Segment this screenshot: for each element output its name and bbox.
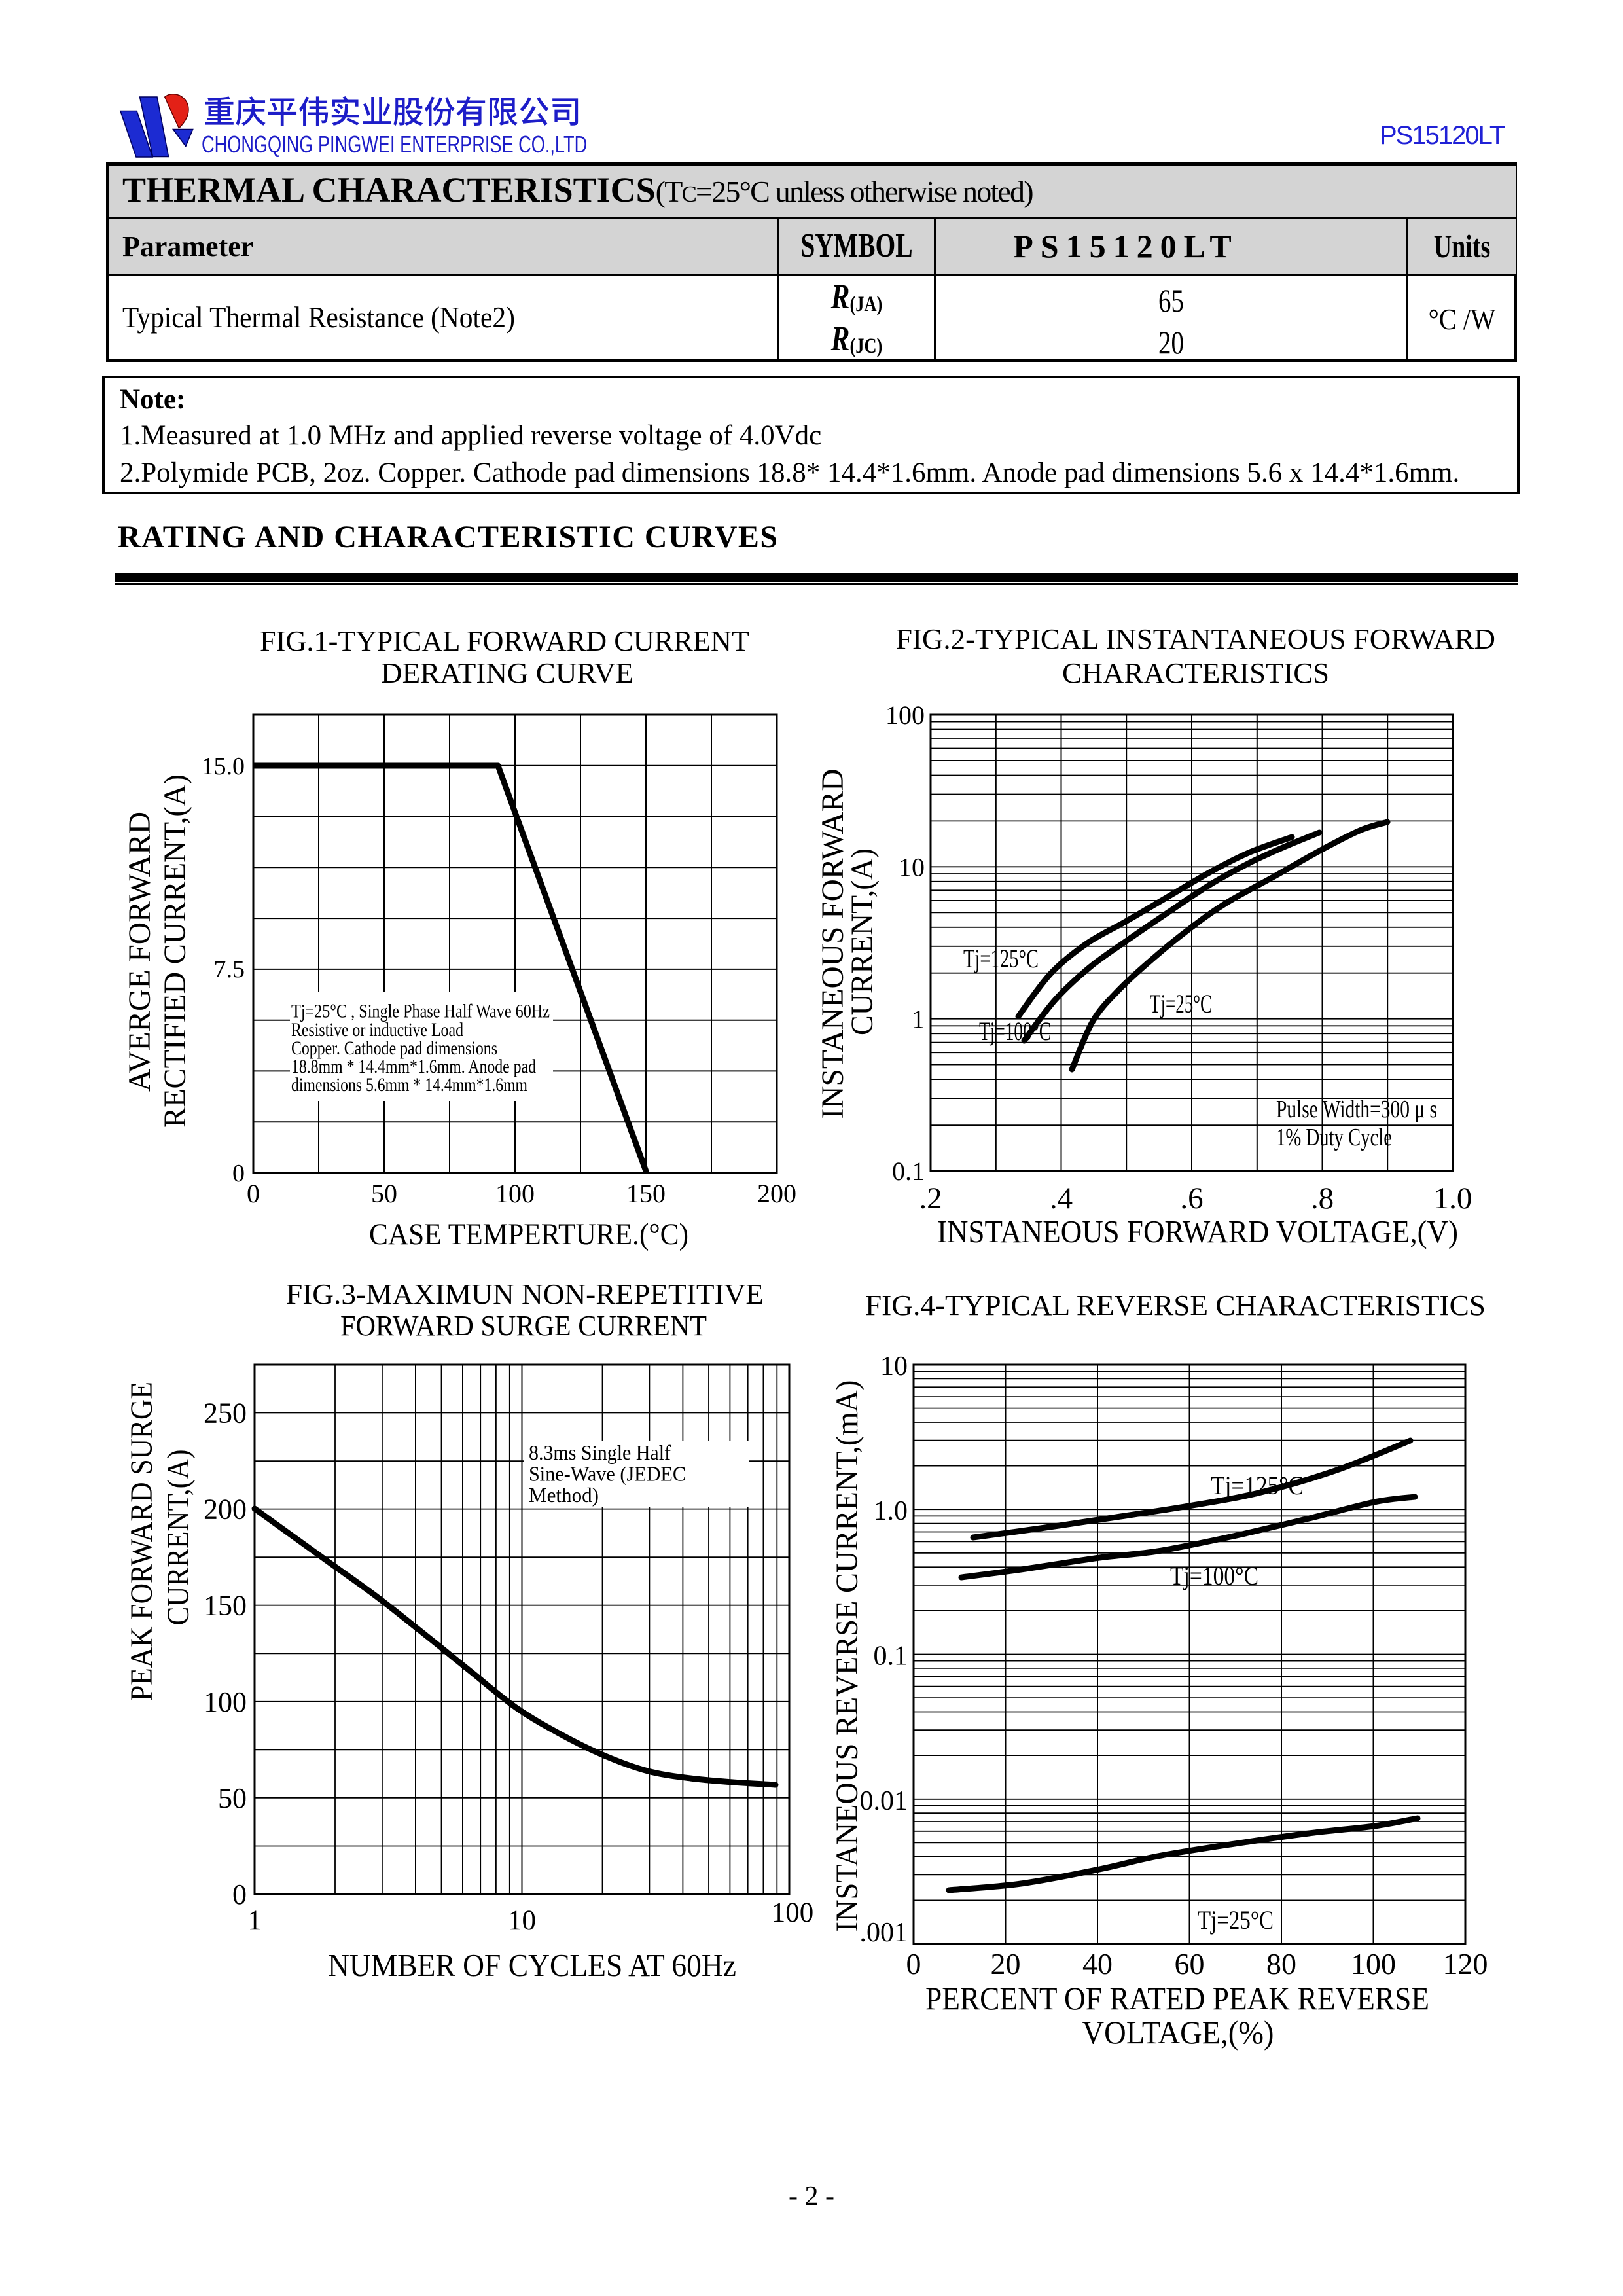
svg-text:CURRENT,(A): CURRENT,(A): [845, 848, 880, 1035]
svg-text:150: 150: [626, 1179, 666, 1208]
svg-text:0: 0: [232, 1160, 245, 1187]
svg-text:RECTIFIED CURRENT,(A): RECTIFIED CURRENT,(A): [158, 774, 192, 1128]
svg-text:- 2 -: - 2 -: [789, 2181, 834, 2212]
svg-text:1.0: 1.0: [874, 1496, 908, 1526]
svg-text:250: 250: [204, 1397, 247, 1429]
svg-text:.6: .6: [1180, 1181, 1203, 1215]
svg-text:Copper. Cathode pad dimensions: Copper. Cathode pad dimensions: [291, 1037, 497, 1059]
svg-text:Tj=100°C: Tj=100°C: [1170, 1561, 1258, 1590]
svg-text:FIG.1-TYPICAL FORWARD CURRENT: FIG.1-TYPICAL FORWARD CURRENT: [260, 625, 749, 657]
svg-text:120: 120: [1443, 1947, 1488, 1981]
svg-text:1.0: 1.0: [1434, 1181, 1472, 1215]
svg-text:Pulse Width=300 μ s: Pulse Width=300 μ s: [1276, 1096, 1437, 1123]
svg-text:100: 100: [495, 1179, 535, 1208]
svg-text:INSTANEOUS FORWARD VOLTAGE,(V): INSTANEOUS FORWARD VOLTAGE,(V): [937, 1213, 1458, 1249]
svg-text:150: 150: [204, 1590, 247, 1622]
svg-text:80: 80: [1266, 1947, 1296, 1981]
svg-text:CHARACTERISTICS: CHARACTERISTICS: [1062, 657, 1329, 689]
svg-text:VOLTAGE,(%): VOLTAGE,(%): [1082, 2014, 1274, 2051]
svg-text:0: 0: [247, 1179, 260, 1208]
svg-text:60: 60: [1175, 1947, 1205, 1981]
svg-text:Sine-Wave (JEDEC: Sine-Wave (JEDEC: [529, 1462, 686, 1486]
svg-text:FIG.2-TYPICAL INSTANTANEOUS FO: FIG.2-TYPICAL INSTANTANEOUS FORWARD: [896, 623, 1495, 655]
svg-text:Tj=125°C: Tj=125°C: [1211, 1471, 1304, 1500]
svg-text:Tj=25°C: Tj=25°C: [1198, 1905, 1274, 1935]
svg-text:Tj=125°C: Tj=125°C: [963, 944, 1039, 973]
svg-text:1: 1: [912, 1005, 925, 1034]
svg-text:FORWARD SURGE CURRENT: FORWARD SURGE CURRENT: [340, 1310, 707, 1342]
svg-text:.001: .001: [860, 1918, 908, 1948]
svg-text:200: 200: [204, 1494, 247, 1526]
svg-text:Tj=25°C: Tj=25°C: [1150, 989, 1212, 1018]
svg-text:DERATING CURVE: DERATING CURVE: [381, 657, 633, 689]
svg-text:1: 1: [247, 1905, 262, 1936]
svg-text:INSTANEOUS FORWARD: INSTANEOUS FORWARD: [815, 769, 850, 1119]
svg-text:18.8mm * 14.4mm*1.6mm. Anode p: 18.8mm * 14.4mm*1.6mm. Anode pad: [291, 1056, 536, 1077]
svg-text:FIG.4-TYPICAL REVERSE CHARACTE: FIG.4-TYPICAL REVERSE CHARACTERISTICS: [865, 1289, 1486, 1321]
svg-text:Method): Method): [529, 1483, 599, 1507]
svg-text:8.3ms Single Half: 8.3ms Single Half: [529, 1441, 671, 1464]
svg-text:.4: .4: [1050, 1181, 1073, 1215]
svg-text:0: 0: [232, 1878, 247, 1910]
svg-text:PERCENT OF RATED PEAK REVERSE: PERCENT OF RATED PEAK REVERSE: [925, 1980, 1429, 2017]
svg-text:100: 100: [1351, 1947, 1396, 1981]
svg-text:50: 50: [371, 1179, 397, 1208]
svg-text:200: 200: [757, 1179, 796, 1208]
svg-text:20: 20: [991, 1947, 1021, 1981]
svg-text:40: 40: [1082, 1947, 1113, 1981]
svg-text:NUMBER OF CYCLES AT 60Hz: NUMBER OF CYCLES AT 60Hz: [328, 1947, 736, 1983]
svg-text:0.1: 0.1: [892, 1157, 925, 1186]
svg-text:1% Duty Cycle: 1% Duty Cycle: [1276, 1124, 1392, 1151]
svg-text:Tj=25°C , Single Phase Half Wa: Tj=25°C , Single Phase Half Wave 60Hz: [291, 1001, 550, 1022]
svg-text:100: 100: [772, 1897, 814, 1928]
svg-text:.8: .8: [1311, 1181, 1334, 1215]
svg-text:100: 100: [204, 1686, 247, 1718]
svg-text:0.1: 0.1: [874, 1641, 908, 1672]
svg-text:100: 100: [885, 700, 925, 730]
svg-text:PEAK FORWARD SURGE: PEAK FORWARD SURGE: [124, 1382, 159, 1701]
svg-text:INSTANEOUS REVERSE CURRENT,(mA: INSTANEOUS REVERSE CURRENT,(mA): [830, 1380, 865, 1932]
svg-text:FIG.3-MAXIMUN NON-REPETITIVE: FIG.3-MAXIMUN NON-REPETITIVE: [286, 1278, 764, 1310]
svg-text:Tj=100°C: Tj=100°C: [979, 1016, 1051, 1046]
svg-text:Resistive or inductive Load: Resistive or inductive Load: [291, 1019, 463, 1041]
svg-text:CURRENT,(A): CURRENT,(A): [161, 1450, 196, 1626]
svg-text:10: 10: [880, 1352, 908, 1382]
svg-text:CASE TEMPERTURE.(°C): CASE TEMPERTURE.(°C): [369, 1217, 688, 1251]
svg-text:AVERGE FORWARD: AVERGE FORWARD: [122, 812, 157, 1092]
svg-text:50: 50: [218, 1782, 247, 1814]
svg-text:10: 10: [899, 852, 925, 882]
svg-text:7.5: 7.5: [214, 956, 245, 983]
svg-text:dimensions 5.6mm * 14.4mm*1.6m: dimensions 5.6mm * 14.4mm*1.6mm: [291, 1074, 527, 1096]
svg-text:.2: .2: [919, 1181, 942, 1215]
svg-text:10: 10: [508, 1905, 536, 1936]
svg-text:15.0: 15.0: [202, 753, 245, 780]
svg-text:0.01: 0.01: [860, 1786, 908, 1816]
svg-text:0: 0: [906, 1947, 921, 1981]
